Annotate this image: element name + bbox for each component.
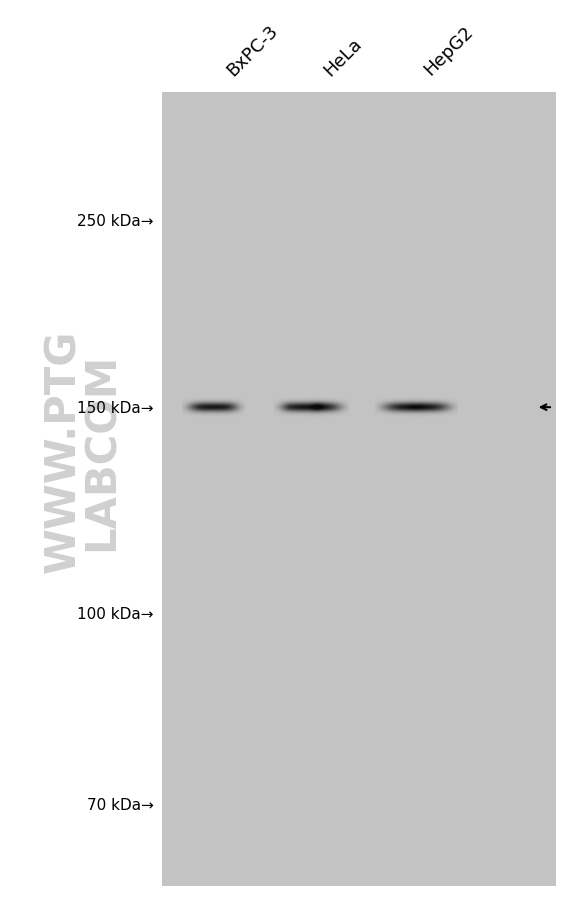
Text: 100 kDa→: 100 kDa→ [78,606,154,621]
Text: 70 kDa→: 70 kDa→ [87,797,154,812]
Text: HepG2: HepG2 [421,23,477,79]
Text: 150 kDa→: 150 kDa→ [78,400,154,415]
Text: 250 kDa→: 250 kDa→ [78,214,154,228]
Text: HeLa: HeLa [321,34,366,79]
Text: WWW.PTG
LABCOM: WWW.PTG LABCOM [42,329,123,573]
Text: BxPC-3: BxPC-3 [224,22,282,79]
